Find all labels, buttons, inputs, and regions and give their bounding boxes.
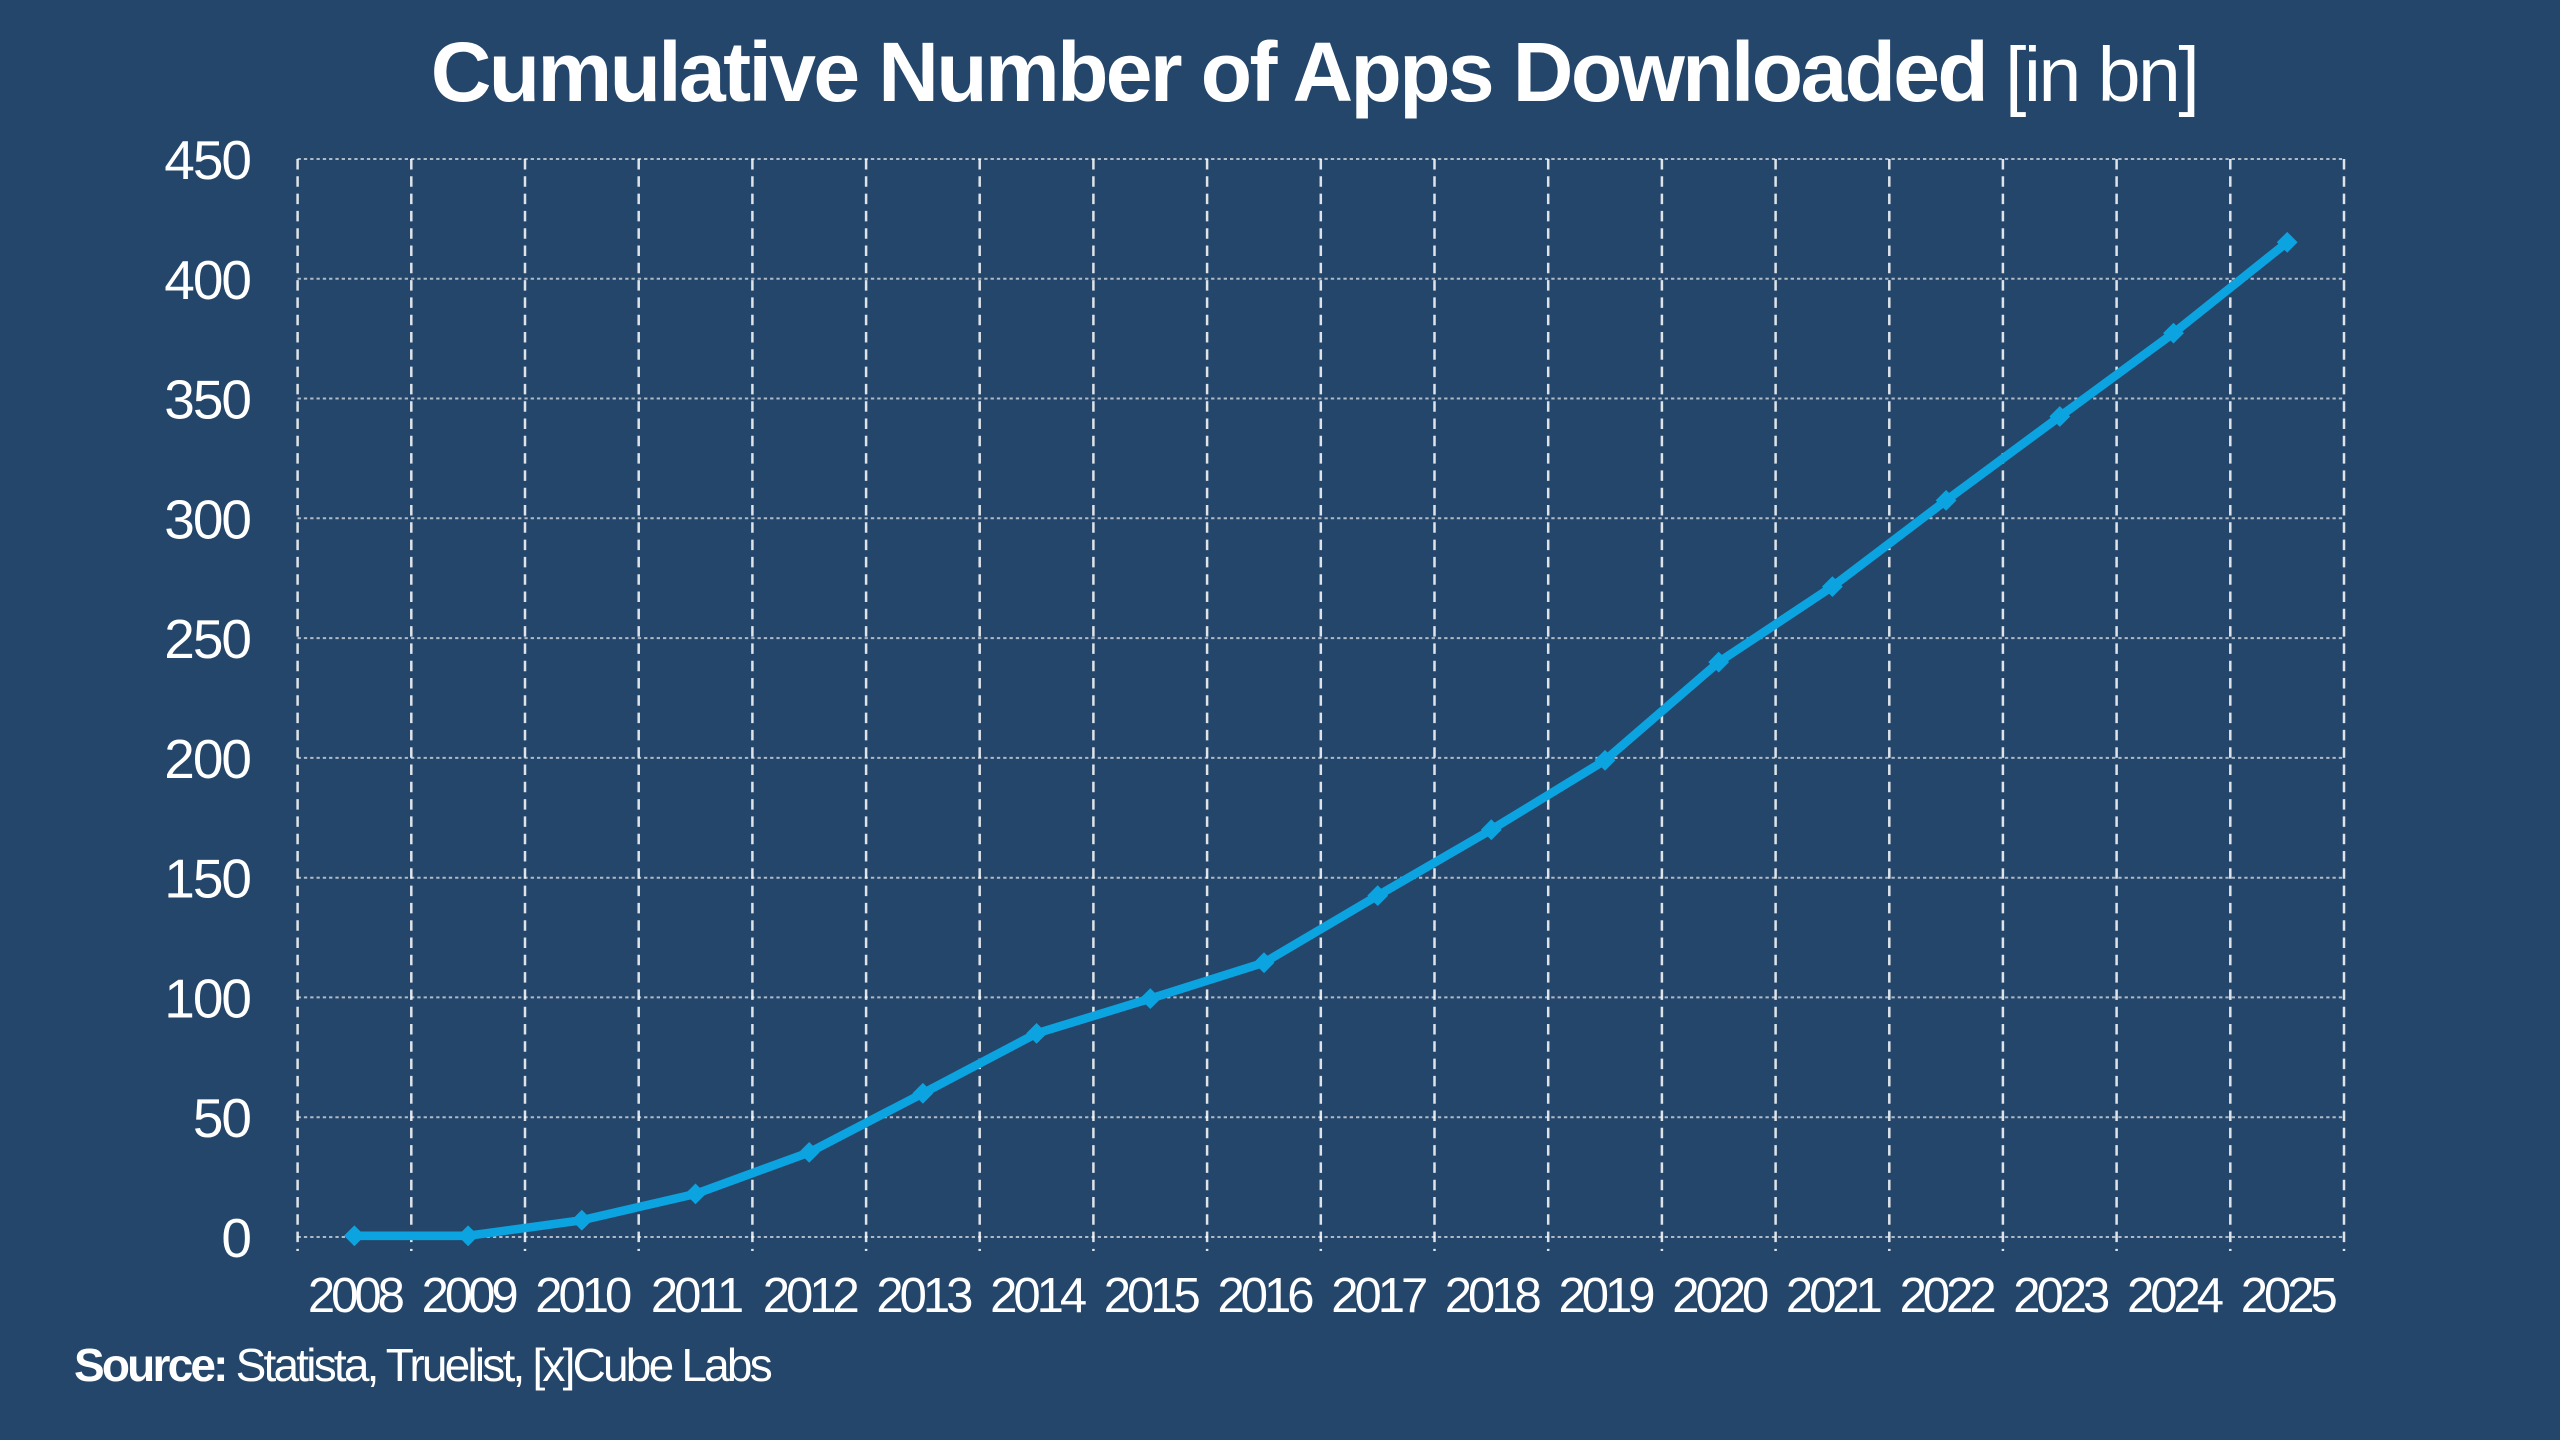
svg-text:300: 300	[164, 488, 250, 550]
svg-text:200: 200	[164, 728, 250, 790]
svg-text:2025: 2025	[2241, 1269, 2337, 1323]
svg-text:400: 400	[164, 249, 250, 311]
svg-text:2015: 2015	[1104, 1269, 1200, 1323]
svg-text:2019: 2019	[1558, 1269, 1653, 1323]
svg-text:2023: 2023	[2013, 1269, 2109, 1323]
svg-text:2024: 2024	[2127, 1269, 2223, 1323]
svg-text:2021: 2021	[1786, 1269, 1881, 1323]
svg-text:50: 50	[193, 1087, 251, 1149]
svg-text:2017: 2017	[1331, 1269, 1426, 1323]
svg-text:2013: 2013	[876, 1269, 972, 1323]
svg-text:0: 0	[221, 1207, 250, 1269]
svg-text:350: 350	[164, 369, 250, 431]
svg-text:2020: 2020	[1672, 1269, 1768, 1323]
svg-text:2011: 2011	[651, 1269, 742, 1323]
svg-text:2009: 2009	[422, 1269, 517, 1323]
svg-text:250: 250	[164, 608, 250, 670]
svg-text:150: 150	[164, 848, 250, 910]
svg-text:100: 100	[164, 967, 250, 1029]
svg-text:Cumulative Number of Apps Down: Cumulative Number of Apps Downloaded [in…	[431, 25, 2198, 119]
svg-text:2010: 2010	[535, 1269, 631, 1323]
svg-text:2008: 2008	[308, 1269, 404, 1323]
svg-text:2014: 2014	[990, 1269, 1086, 1323]
svg-text:450: 450	[164, 129, 250, 191]
svg-text:2022: 2022	[1900, 1269, 1995, 1323]
svg-text:Source: Statista, Truelist, [x: Source: Statista, Truelist, [x]Cube Labs	[74, 1339, 772, 1391]
svg-text:2016: 2016	[1217, 1269, 1313, 1323]
svg-text:2012: 2012	[763, 1269, 858, 1323]
svg-text:2018: 2018	[1445, 1269, 1541, 1323]
